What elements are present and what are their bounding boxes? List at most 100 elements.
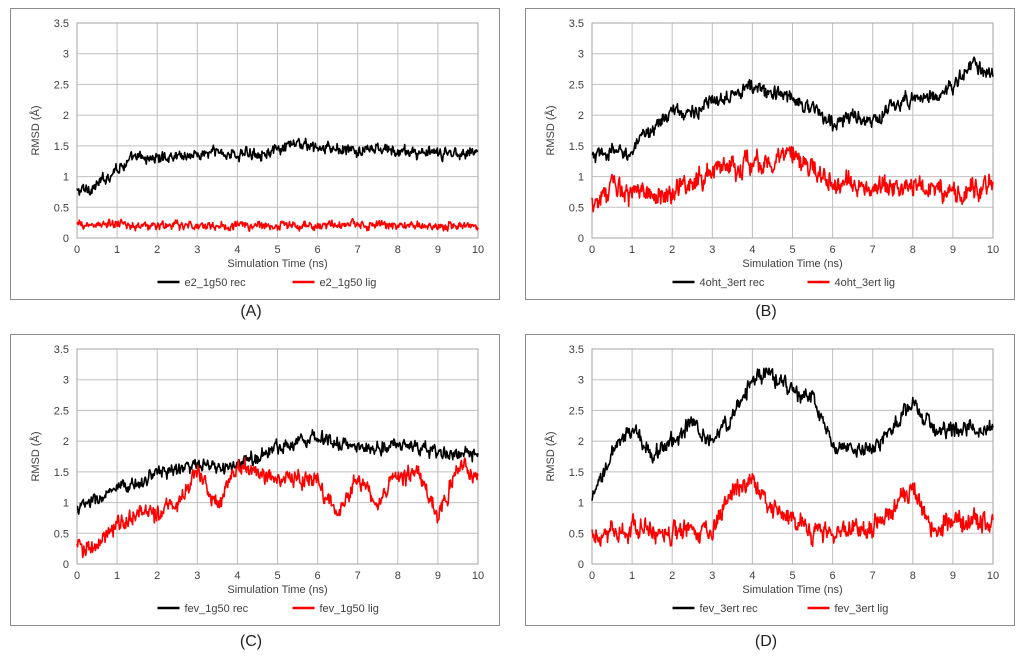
y-tick-label: 1.5 (54, 467, 69, 479)
series-line-lig (76, 217, 479, 233)
x-tick-label: 10 (472, 244, 484, 256)
y-axis-title: RMSD (Å) (29, 431, 42, 481)
x-tick-label: 7 (870, 244, 876, 256)
x-tick-label: 1 (114, 244, 120, 256)
y-tick-label: 2 (63, 436, 69, 448)
y-axis-title: RMSD (Å) (544, 431, 557, 481)
x-tick-label: 1 (114, 570, 120, 582)
legend-label: 4oht_3ert lig (835, 277, 896, 289)
legend-label: fev_1g50 lig (320, 603, 379, 615)
x-tick-label: 7 (870, 570, 876, 582)
chart-svg-b: 0 0.5 1 1.5 2 2.5 3 3.5 0 1 2 3 4 5 6 7 8 9 10 Simulation T… (544, 18, 999, 289)
x-tick-label: 5 (274, 244, 280, 256)
y-tick-label: 3.5 (54, 344, 69, 356)
chart-panel-d: 0 0.5 1 1.5 2 2.5 3 3.5 0 1 2 3 4 5 6 7 8 9 10 Simulation T… (525, 334, 1015, 626)
y-tick-label: 3.5 (569, 18, 584, 30)
caption-d: (D) (754, 633, 778, 650)
caption-c: (C) (239, 633, 263, 650)
x-tick-label: 2 (154, 244, 160, 256)
y-tick-label: 1 (63, 172, 69, 184)
x-tick-label: 3 (709, 244, 715, 256)
y-tick-label: 3 (578, 375, 584, 387)
y-tick-label: 3 (63, 375, 69, 387)
y-tick-label: 1 (63, 498, 69, 510)
x-tick-label: 0 (589, 244, 595, 256)
y-tick-label: 2.5 (569, 405, 584, 417)
caption-a: (A) (240, 303, 262, 320)
series-line-rec (76, 429, 479, 515)
y-tick-label: 1 (578, 498, 584, 510)
plot-area (76, 22, 479, 239)
series-line-lig (76, 456, 479, 559)
x-tick-label: 3 (194, 244, 200, 256)
x-tick-label: 9 (950, 570, 956, 582)
y-tick-label: 2.5 (54, 405, 69, 417)
x-tick-label: 6 (830, 570, 836, 582)
x-tick-label: 6 (315, 570, 321, 582)
chart-svg-a: 0 0.5 1 1.5 2 2.5 3 3.5 0 1 2 3 4 5 6 7 8 9 10 Simulation T… (29, 18, 484, 289)
x-tick-label: 0 (74, 570, 80, 582)
plot-area (591, 22, 994, 239)
y-tick-label: 1.5 (54, 141, 69, 153)
x-tick-label: 5 (789, 244, 795, 256)
x-tick-label: 4 (234, 244, 240, 256)
x-tick-label: 8 (395, 244, 401, 256)
x-tick-label: 10 (472, 570, 484, 582)
x-tick-label: 8 (910, 244, 916, 256)
x-tick-label: 6 (830, 244, 836, 256)
legend-label: fev_3ert rec (700, 603, 759, 615)
y-tick-label: 3.5 (54, 18, 69, 30)
x-tick-label: 4 (234, 570, 240, 582)
legend-label: e2_1g50 lig (320, 277, 377, 289)
y-tick-label: 0 (578, 233, 584, 245)
x-tick-label: 4 (749, 244, 755, 256)
y-tick-label: 0.5 (54, 528, 69, 540)
series-line-rec (591, 367, 994, 501)
y-tick-label: 2 (578, 436, 584, 448)
x-tick-label: 9 (435, 570, 441, 582)
y-tick-label: 3.5 (569, 344, 584, 356)
x-tick-label: 6 (315, 244, 321, 256)
x-tick-label: 10 (987, 570, 999, 582)
y-tick-label: 0.5 (54, 202, 69, 214)
chart-svg-c: 0 0.5 1 1.5 2 2.5 3 3.5 0 1 2 3 4 5 6 7 8 9 10 Simulation T… (29, 344, 484, 615)
x-tick-label: 10 (987, 244, 999, 256)
x-axis-title: Simulation Time (ns) (742, 258, 842, 270)
x-tick-label: 8 (910, 570, 916, 582)
chart-panel-a: 0 0.5 1 1.5 2 2.5 3 3.5 0 1 2 3 4 5 6 7 8 9 10 Simulation T… (10, 8, 500, 300)
y-tick-label: 3 (578, 49, 584, 61)
chart-panel-c: 0 0.5 1 1.5 2 2.5 3 3.5 0 1 2 3 4 5 6 7 8 9 10 Simulation T… (10, 334, 500, 626)
x-tick-label: 3 (709, 570, 715, 582)
x-tick-label: 1 (629, 570, 635, 582)
x-tick-label: 9 (435, 244, 441, 256)
legend-label: fev_1g50 rec (185, 603, 249, 615)
x-tick-label: 3 (194, 570, 200, 582)
x-tick-label: 0 (74, 244, 80, 256)
legend-label: fev_3ert lig (835, 603, 889, 615)
x-tick-label: 4 (749, 570, 755, 582)
chart-svg-d: 0 0.5 1 1.5 2 2.5 3 3.5 0 1 2 3 4 5 6 7 8 9 10 Simulation T… (544, 344, 999, 615)
series-line-rec (76, 137, 479, 196)
x-tick-label: 2 (669, 570, 675, 582)
y-tick-label: 3 (63, 49, 69, 61)
y-tick-label: 2 (63, 110, 69, 122)
caption-b: (B) (755, 303, 777, 320)
y-tick-label: 0 (63, 233, 69, 245)
x-tick-label: 2 (154, 570, 160, 582)
x-axis-title: Simulation Time (ns) (742, 584, 842, 596)
series-line-rec (591, 56, 994, 164)
y-tick-label: 1.5 (569, 141, 584, 153)
y-axis-title: RMSD (Å) (544, 105, 557, 155)
legend-label: e2_1g50 rec (185, 277, 247, 289)
x-tick-label: 8 (395, 570, 401, 582)
x-tick-label: 7 (355, 244, 361, 256)
series-line-lig (591, 145, 994, 213)
y-tick-label: 2.5 (54, 79, 69, 91)
y-tick-label: 2 (578, 110, 584, 122)
y-tick-label: 2.5 (569, 79, 584, 91)
y-tick-label: 1.5 (569, 467, 584, 479)
x-tick-label: 9 (950, 244, 956, 256)
y-tick-label: 1 (578, 172, 584, 184)
x-tick-label: 0 (589, 570, 595, 582)
x-tick-label: 5 (789, 570, 795, 582)
